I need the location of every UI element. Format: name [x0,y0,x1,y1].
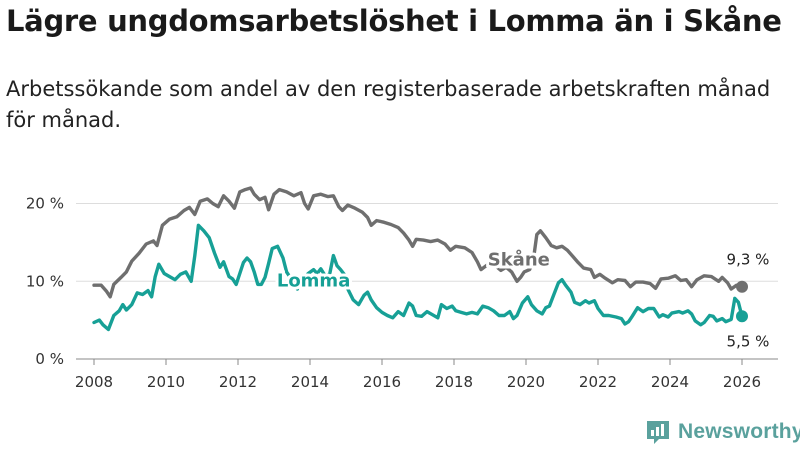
end-point-lomma [736,310,748,323]
brand-name: Newsworthy [678,420,800,443]
y-tick-label: 10 % [26,272,64,290]
y-tick-label: 0 % [35,350,64,368]
x-tick-label: 2018 [435,373,473,391]
series-label: Lomma [277,271,351,292]
grid-lines [76,203,778,360]
end-point-skane [736,280,748,293]
series-line-lomma [92,223,744,332]
y-tick-label: 20 % [26,195,64,213]
chart-title: Lägre ungdomsarbetslöshet i Lomma än i S… [6,4,782,38]
data-labels: Skåne 9,3 % Lomma 5,5 % [274,246,772,353]
series-line-skane [92,186,744,299]
x-tick-label: 2026 [723,373,761,391]
x-tick-label: 2008 [75,373,113,391]
axes: 0 % 10 % 20 % 2008 2010 2012 2014 2016 2018 2020 2… [26,195,761,391]
x-tick-label: 2022 [579,373,617,391]
end-value-label: 5,5 % [727,332,770,350]
series-label: Skåne [488,249,550,271]
x-tick-label: 2024 [651,373,689,391]
brand-logo[interactable]: Newsworthy [645,419,800,445]
series-lines [92,186,748,332]
chart-subtitle: Arbetssökande som andel av den registerb… [6,77,771,132]
x-tick-label: 2014 [291,373,329,391]
x-tick-label: 2020 [507,373,545,391]
x-tick-label: 2016 [363,373,401,391]
x-tick-label: 2010 [147,373,185,391]
end-value-label: 9,3 % [727,251,770,269]
x-tick-label: 2012 [219,373,257,391]
newsworthy-logo-icon [647,421,669,444]
